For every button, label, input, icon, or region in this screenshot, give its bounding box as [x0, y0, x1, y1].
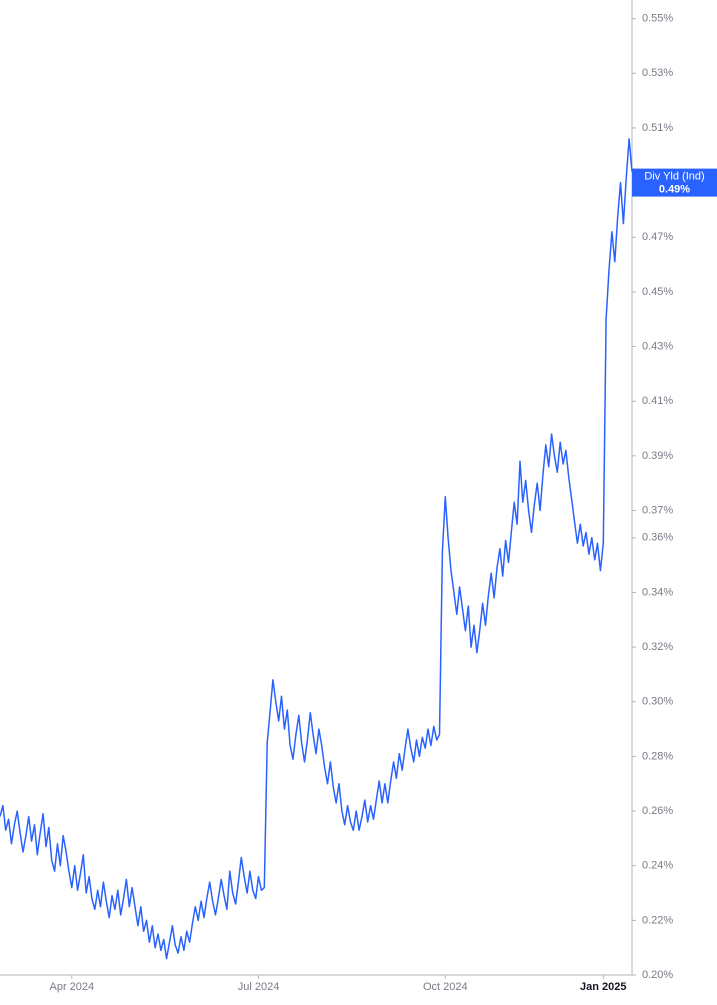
y-tick-label: 0.36%: [642, 532, 673, 544]
y-tick-label: 0.41%: [642, 395, 673, 407]
chart-svg: 0.20% 0.22% 0.24% 0.26% 0.28% 0.30% 0.32% 0.34%…: [0, 0, 717, 1005]
y-tick-label: 0.28%: [642, 750, 673, 762]
price-tag-label: Div Yld (Ind): [644, 171, 704, 183]
y-tick-label: 0.26%: [642, 805, 673, 817]
chart-area[interactable]: 0.20% 0.22% 0.24% 0.26% 0.28% 0.30% 0.32% 0.34%…: [0, 0, 717, 1005]
y-tick-label: 0.34%: [642, 586, 673, 598]
y-tick-label: 0.20%: [642, 969, 673, 981]
y-tick-label: 0.22%: [642, 914, 673, 926]
y-tick-label: 0.32%: [642, 641, 673, 653]
y-tick-label: 0.47%: [642, 231, 673, 243]
y-tick-label: 0.45%: [642, 286, 673, 298]
y-tick-label: 0.43%: [642, 340, 673, 352]
x-tick-label: Apr 2024: [49, 981, 94, 993]
y-tick-label: 0.30%: [642, 696, 673, 708]
x-tick-label: Jul 2024: [238, 981, 280, 993]
y-tick-label: 0.39%: [642, 450, 673, 462]
y-tick-label: 0.37%: [642, 504, 673, 516]
y-tick-label: 0.53%: [642, 67, 673, 79]
y-tick-label: 0.55%: [642, 13, 673, 25]
x-tick-label: Jan 2025: [580, 981, 626, 993]
x-tick-label: Oct 2024: [423, 981, 468, 993]
price-tag-value: 0.49%: [659, 184, 690, 196]
y-tick-label: 0.24%: [642, 860, 673, 872]
y-tick-label: 0.51%: [642, 122, 673, 134]
